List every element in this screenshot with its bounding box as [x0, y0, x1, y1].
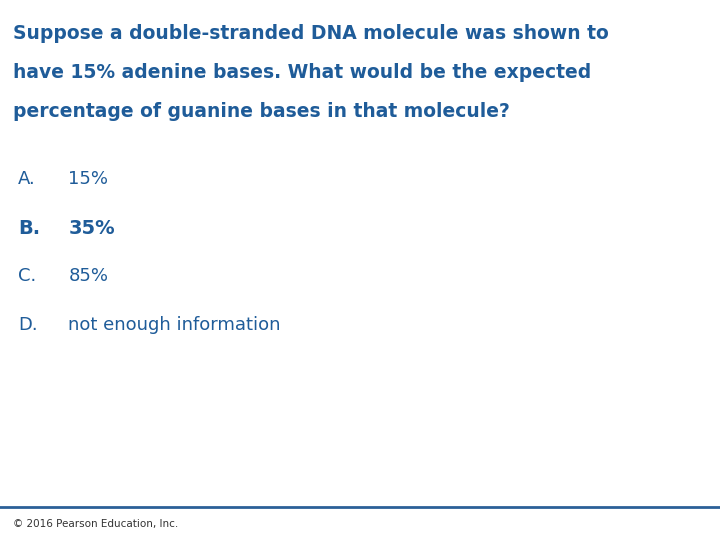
Text: 35%: 35%	[68, 219, 115, 238]
Text: A.: A.	[18, 170, 36, 188]
Text: 85%: 85%	[68, 267, 109, 285]
Text: D.: D.	[18, 316, 37, 334]
Text: have 15% adenine bases. What would be the expected: have 15% adenine bases. What would be th…	[13, 63, 591, 82]
Text: not enough information: not enough information	[68, 316, 281, 334]
Text: 15%: 15%	[68, 170, 109, 188]
Text: © 2016 Pearson Education, Inc.: © 2016 Pearson Education, Inc.	[13, 519, 179, 530]
Text: B.: B.	[18, 219, 40, 238]
Text: Suppose a double-stranded DNA molecule was shown to: Suppose a double-stranded DNA molecule w…	[13, 24, 608, 43]
Text: percentage of guanine bases in that molecule?: percentage of guanine bases in that mole…	[13, 102, 510, 121]
Text: C.: C.	[18, 267, 36, 285]
